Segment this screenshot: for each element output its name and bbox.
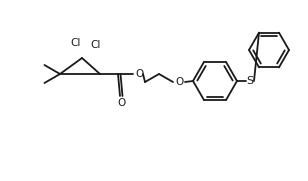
Text: S: S xyxy=(246,76,253,86)
Text: O: O xyxy=(135,69,143,79)
Text: Cl: Cl xyxy=(91,40,101,50)
Text: O: O xyxy=(117,98,125,108)
Text: O: O xyxy=(176,77,184,87)
Text: Cl: Cl xyxy=(71,38,81,48)
